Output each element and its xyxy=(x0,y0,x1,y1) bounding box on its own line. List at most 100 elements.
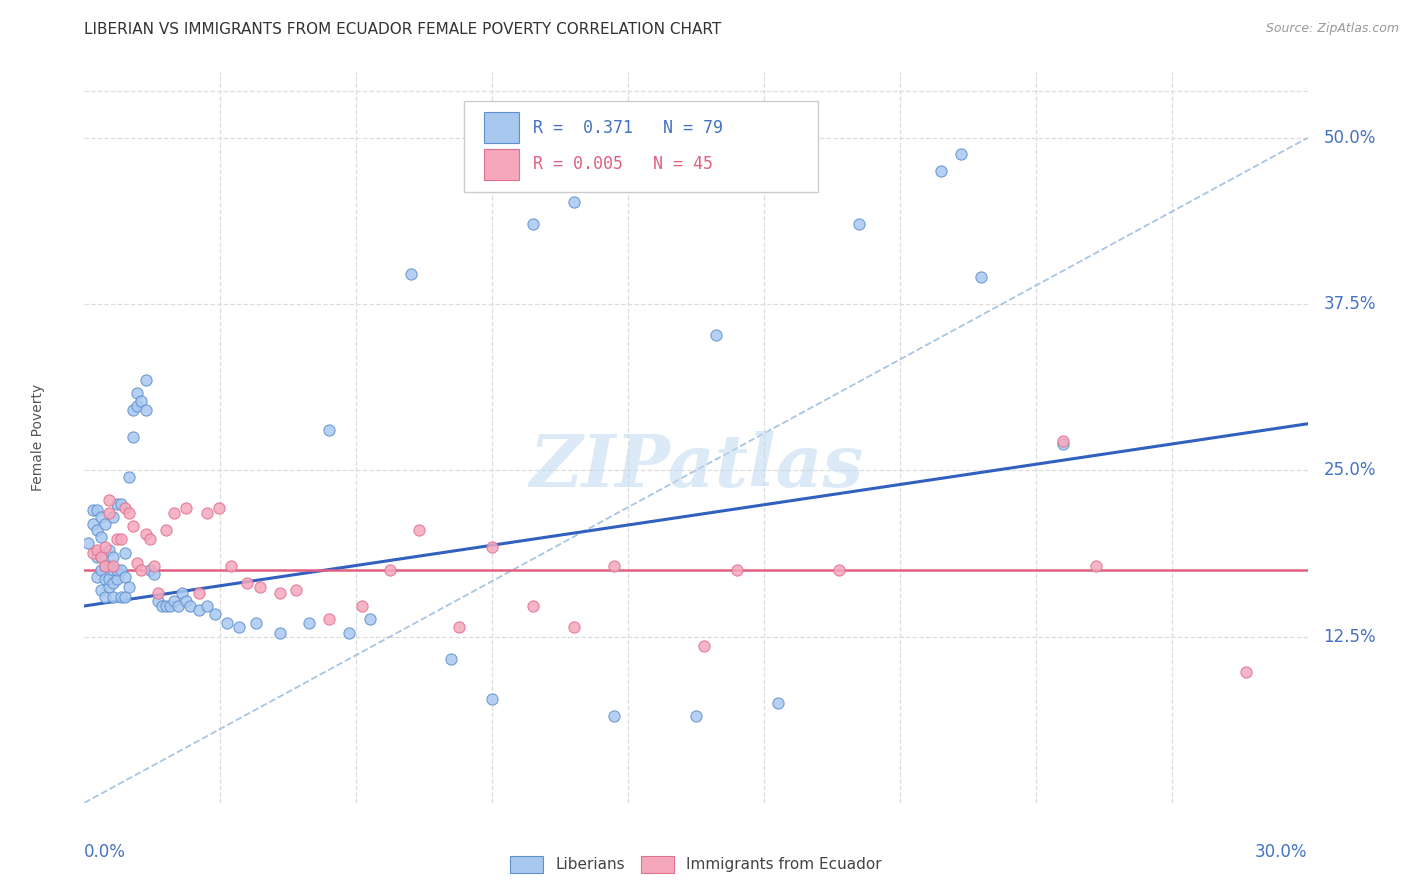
Point xyxy=(603,559,626,574)
Point xyxy=(97,492,120,507)
Point xyxy=(208,500,231,515)
Point xyxy=(101,563,124,577)
Point xyxy=(105,497,128,511)
Text: Source: ZipAtlas.com: Source: ZipAtlas.com xyxy=(1265,22,1399,36)
Point xyxy=(950,146,973,161)
Point xyxy=(970,270,993,285)
Point xyxy=(159,599,181,613)
Point xyxy=(195,506,218,520)
Point xyxy=(114,500,136,515)
Point xyxy=(380,563,402,577)
Point xyxy=(603,709,626,723)
Point xyxy=(86,570,108,584)
Point xyxy=(90,563,112,577)
Point xyxy=(163,506,186,520)
Point xyxy=(93,559,115,574)
Point xyxy=(219,559,242,574)
Legend: Liberians, Immigrants from Ecuador: Liberians, Immigrants from Ecuador xyxy=(503,849,889,880)
Point xyxy=(1052,436,1074,450)
Point xyxy=(97,559,120,574)
Point xyxy=(97,543,120,558)
Point xyxy=(440,652,463,666)
Point xyxy=(90,582,112,597)
Point xyxy=(217,616,239,631)
FancyBboxPatch shape xyxy=(484,112,519,143)
Point xyxy=(131,394,153,409)
Text: 30.0%: 30.0% xyxy=(1256,843,1308,861)
Point xyxy=(114,570,136,584)
Point xyxy=(114,590,136,604)
Point xyxy=(122,403,145,417)
Point xyxy=(848,217,870,231)
FancyBboxPatch shape xyxy=(484,149,519,179)
Point xyxy=(195,599,218,613)
Text: R =  0.371   N = 79: R = 0.371 N = 79 xyxy=(533,119,723,136)
Point xyxy=(522,217,544,231)
Point xyxy=(138,563,160,577)
Point xyxy=(236,576,259,591)
Text: Female Poverty: Female Poverty xyxy=(31,384,45,491)
Text: LIBERIAN VS IMMIGRANTS FROM ECUADOR FEMALE POVERTY CORRELATION CHART: LIBERIAN VS IMMIGRANTS FROM ECUADOR FEMA… xyxy=(84,22,721,37)
Point xyxy=(155,523,177,537)
Point xyxy=(93,541,115,555)
Point xyxy=(105,573,128,587)
Text: 0.0%: 0.0% xyxy=(84,843,127,861)
Point xyxy=(110,497,132,511)
Point xyxy=(118,580,141,594)
Point xyxy=(725,563,748,577)
Point xyxy=(339,625,360,640)
Point xyxy=(142,567,165,582)
Point xyxy=(101,509,124,524)
Point xyxy=(105,533,128,547)
Point xyxy=(90,530,112,544)
Point xyxy=(86,503,108,517)
Text: R = 0.005   N = 45: R = 0.005 N = 45 xyxy=(533,155,713,173)
Point xyxy=(269,625,291,640)
Point xyxy=(138,533,160,547)
Point xyxy=(179,599,201,613)
Point xyxy=(163,593,186,607)
Point xyxy=(1052,434,1074,448)
Point xyxy=(93,516,115,531)
Point xyxy=(93,559,115,574)
Point xyxy=(90,549,112,564)
Point xyxy=(122,430,145,444)
Point xyxy=(93,590,115,604)
Point xyxy=(97,573,120,587)
Point xyxy=(82,503,104,517)
Point xyxy=(766,696,789,710)
Point xyxy=(110,563,132,577)
Point xyxy=(187,603,209,617)
Point xyxy=(122,519,145,533)
Point xyxy=(93,573,115,587)
Point xyxy=(101,559,124,574)
FancyBboxPatch shape xyxy=(464,101,818,192)
Point xyxy=(481,692,503,706)
Point xyxy=(174,593,197,607)
Point xyxy=(1084,559,1107,574)
Point xyxy=(135,527,157,541)
Point xyxy=(82,516,104,531)
Point xyxy=(399,267,422,281)
Point xyxy=(135,373,157,387)
Point xyxy=(114,546,136,560)
Point xyxy=(118,470,141,484)
Point xyxy=(86,543,108,558)
Point xyxy=(350,599,373,613)
Text: 37.5%: 37.5% xyxy=(1323,295,1376,313)
Point xyxy=(245,616,267,631)
Point xyxy=(127,400,149,414)
Point xyxy=(110,590,132,604)
Point xyxy=(135,403,157,417)
Point xyxy=(146,593,169,607)
Point xyxy=(481,541,503,555)
Point xyxy=(228,620,250,634)
Point xyxy=(86,523,108,537)
Point xyxy=(562,194,585,209)
Point xyxy=(562,620,585,634)
Point xyxy=(704,327,728,342)
Point xyxy=(101,576,124,591)
Point xyxy=(97,506,120,520)
Point xyxy=(127,386,149,401)
Point xyxy=(131,563,153,577)
